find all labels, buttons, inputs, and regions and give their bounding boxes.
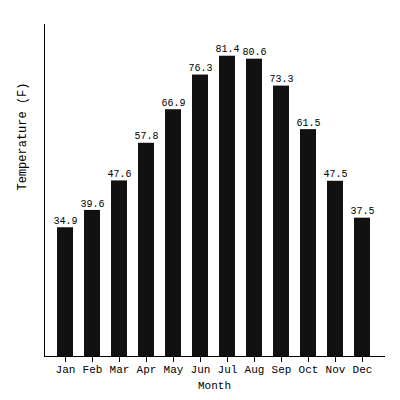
svg-text:Temperature (F): Temperature (F) bbox=[16, 82, 30, 190]
svg-text:39.6: 39.6 bbox=[80, 199, 104, 210]
svg-text:Jan: Jan bbox=[56, 364, 76, 376]
svg-text:Apr: Apr bbox=[137, 364, 157, 376]
svg-text:76.3: 76.3 bbox=[188, 63, 212, 74]
svg-text:Mar: Mar bbox=[110, 364, 130, 376]
svg-text:Feb: Feb bbox=[83, 364, 103, 376]
svg-text:Sep: Sep bbox=[272, 364, 292, 376]
svg-text:Dec: Dec bbox=[353, 364, 373, 376]
svg-text:Jul: Jul bbox=[218, 364, 238, 376]
svg-text:47.6: 47.6 bbox=[107, 169, 131, 180]
svg-text:81.4: 81.4 bbox=[215, 44, 239, 55]
svg-text:37.5: 37.5 bbox=[350, 206, 374, 217]
svg-text:66.9: 66.9 bbox=[161, 98, 185, 109]
svg-text:Nov: Nov bbox=[326, 364, 346, 376]
svg-text:73.3: 73.3 bbox=[269, 74, 293, 85]
svg-text:May: May bbox=[164, 364, 184, 376]
svg-text:Month: Month bbox=[198, 380, 231, 392]
svg-text:57.8: 57.8 bbox=[134, 131, 158, 142]
svg-text:47.5: 47.5 bbox=[323, 169, 347, 180]
svg-text:Jun: Jun bbox=[191, 364, 211, 376]
svg-text:61.5: 61.5 bbox=[296, 118, 320, 129]
svg-text:80.6: 80.6 bbox=[242, 47, 266, 58]
svg-text:Oct: Oct bbox=[299, 364, 319, 376]
svg-text:Aug: Aug bbox=[245, 364, 265, 376]
svg-text:34.9: 34.9 bbox=[53, 216, 77, 227]
